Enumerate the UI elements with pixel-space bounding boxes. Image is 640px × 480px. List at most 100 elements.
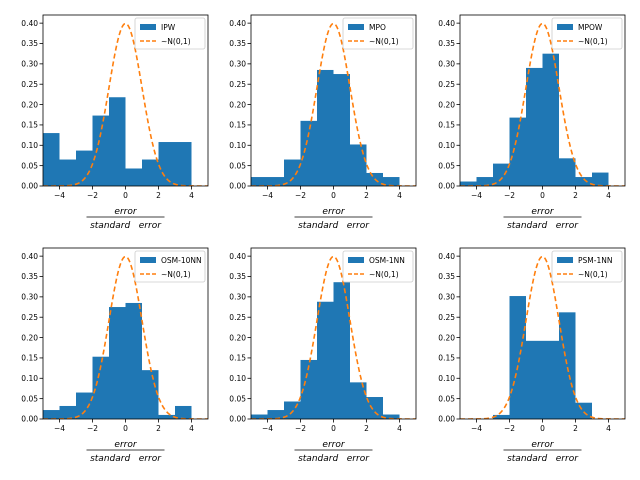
x-tick-label: −4 bbox=[54, 424, 65, 433]
x-tick-label: 2 bbox=[156, 191, 161, 200]
legend-label-method: PSM-1NN bbox=[578, 256, 612, 265]
y-tick-label: 0.30 bbox=[21, 293, 38, 302]
y-tick-label: 0.35 bbox=[438, 39, 455, 48]
histogram-bar bbox=[317, 69, 334, 186]
histogram-bar bbox=[109, 307, 126, 419]
histogram-bar bbox=[476, 177, 493, 186]
y-tick-label: 0.40 bbox=[21, 252, 38, 261]
xlabel-denominator: standard error bbox=[507, 454, 579, 464]
y-tick-label: 0.10 bbox=[229, 374, 246, 383]
y-tick-label: 0.00 bbox=[438, 415, 455, 424]
x-tick-label: 4 bbox=[189, 191, 194, 200]
xlabel-denominator: standard error bbox=[298, 221, 370, 231]
y-tick-label: 0.05 bbox=[21, 161, 38, 170]
y-tick-label: 0.15 bbox=[229, 354, 246, 363]
histogram-bar bbox=[43, 133, 60, 186]
x-tick-label: 0 bbox=[123, 191, 128, 200]
histogram-bar bbox=[175, 142, 192, 186]
subplot-mpo: −4 −2 0 2 4 0.00 0.05 0.10 0.15 0.20 0.25 0.30 0.35 0… bbox=[229, 14, 417, 231]
legend-bar-swatch bbox=[348, 24, 364, 30]
xlabel-numerator: error bbox=[322, 207, 345, 217]
histogram-bar bbox=[267, 177, 284, 186]
y-tick-label: 0.00 bbox=[21, 415, 38, 424]
histogram-bar bbox=[493, 163, 510, 186]
y-tick-label: 0.40 bbox=[229, 252, 246, 261]
histogram-bar bbox=[333, 74, 350, 186]
y-tick-label: 0.35 bbox=[21, 272, 38, 281]
y-tick-label: 0.20 bbox=[21, 100, 38, 109]
histogram-bar bbox=[575, 402, 592, 419]
y-tick-label: 0.20 bbox=[21, 333, 38, 342]
histogram-bar bbox=[109, 97, 126, 186]
histogram-bar bbox=[460, 181, 477, 186]
normal-curve bbox=[251, 255, 416, 419]
histogram-bar bbox=[175, 405, 192, 419]
legend-label-normal: ~N(0,1) bbox=[369, 270, 399, 279]
y-tick-label: 0.35 bbox=[229, 39, 246, 48]
histogram-bar bbox=[267, 410, 284, 419]
histogram-bar bbox=[300, 120, 317, 186]
y-tick-label: 0.40 bbox=[438, 19, 455, 28]
x-tick-label: −4 bbox=[262, 424, 273, 433]
y-tick-label: 0.15 bbox=[21, 121, 38, 130]
xlabel-numerator: error bbox=[114, 207, 137, 217]
y-tick-label: 0.15 bbox=[21, 354, 38, 363]
histogram-bar bbox=[92, 115, 109, 186]
y-tick-label: 0.10 bbox=[229, 141, 246, 150]
x-tick-label: 2 bbox=[573, 424, 578, 433]
y-tick-label: 0.35 bbox=[438, 272, 455, 281]
plot-area bbox=[460, 255, 625, 419]
x-tick-label: 4 bbox=[189, 424, 194, 433]
histogram-bar bbox=[125, 302, 142, 419]
xlabel-denominator: standard error bbox=[298, 454, 370, 464]
plot-area bbox=[251, 22, 416, 186]
y-tick-label: 0.25 bbox=[229, 313, 246, 322]
plot-area bbox=[43, 22, 208, 186]
x-tick-label: −4 bbox=[54, 191, 65, 200]
histogram-bar bbox=[142, 370, 159, 419]
y-tick-label: 0.20 bbox=[438, 333, 455, 342]
y-tick-label: 0.25 bbox=[438, 313, 455, 322]
x-tick-label: 0 bbox=[331, 424, 336, 433]
plot-area bbox=[251, 255, 416, 419]
histogram-bar bbox=[76, 392, 93, 419]
x-tick-label: −4 bbox=[471, 424, 482, 433]
y-tick-label: 0.20 bbox=[229, 100, 246, 109]
y-tick-label: 0.40 bbox=[21, 19, 38, 28]
histogram-bar bbox=[526, 67, 543, 186]
histogram-bar bbox=[383, 414, 400, 419]
y-tick-label: 0.00 bbox=[21, 182, 38, 191]
histogram-bar bbox=[125, 168, 142, 186]
y-tick-label: 0.30 bbox=[438, 60, 455, 69]
x-tick-label: 2 bbox=[364, 424, 369, 433]
y-tick-label: 0.25 bbox=[21, 80, 38, 89]
histogram-bar bbox=[366, 397, 383, 419]
y-tick-label: 0.30 bbox=[229, 60, 246, 69]
y-tick-label: 0.20 bbox=[229, 333, 246, 342]
y-tick-label: 0.00 bbox=[229, 182, 246, 191]
histogram-bar bbox=[43, 410, 60, 419]
histogram-bar bbox=[509, 296, 526, 419]
histogram-bar bbox=[158, 414, 175, 419]
x-tick-label: −2 bbox=[504, 191, 515, 200]
y-tick-label: 0.05 bbox=[21, 394, 38, 403]
histogram-bar bbox=[509, 117, 526, 186]
y-tick-label: 0.05 bbox=[229, 394, 246, 403]
x-tick-label: 4 bbox=[397, 424, 402, 433]
histogram-bar bbox=[383, 177, 400, 186]
xlabel-numerator: error bbox=[531, 207, 554, 217]
x-tick-label: 4 bbox=[397, 191, 402, 200]
x-tick-label: 2 bbox=[364, 191, 369, 200]
xlabel-denominator: standard error bbox=[90, 454, 162, 464]
xlabel-numerator: error bbox=[322, 440, 345, 450]
legend-label-normal: ~N(0,1) bbox=[369, 37, 399, 46]
subplot-psm-1nn: −4 −2 0 2 4 0.00 0.05 0.10 0.15 0.20 0.25 0.30 0.35 0… bbox=[438, 247, 626, 464]
legend-bar-swatch bbox=[557, 257, 573, 263]
x-tick-label: −2 bbox=[295, 424, 306, 433]
histogram-bar bbox=[575, 177, 592, 186]
legend-label-method: OSM-1NN bbox=[369, 256, 405, 265]
y-tick-label: 0.35 bbox=[21, 39, 38, 48]
histogram-bar bbox=[542, 53, 559, 186]
x-tick-label: −2 bbox=[87, 191, 98, 200]
histogram-bar bbox=[59, 159, 76, 186]
